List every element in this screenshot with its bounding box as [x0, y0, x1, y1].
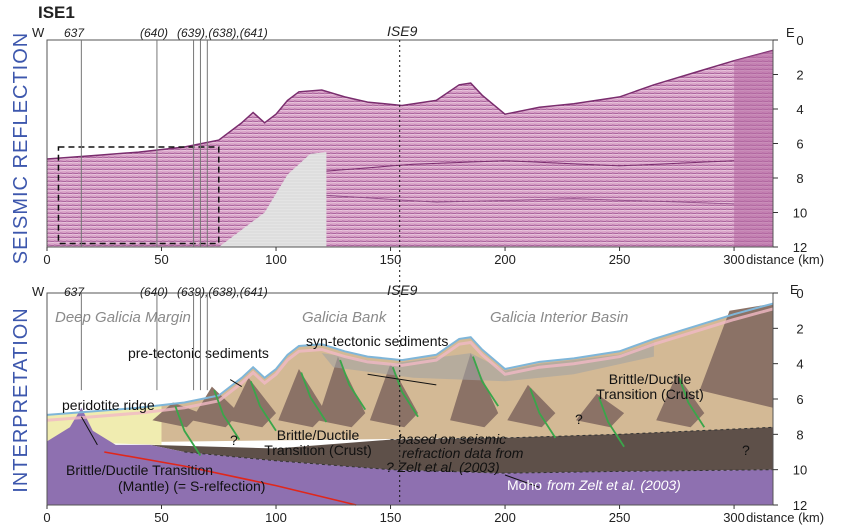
x-tick-label: 200	[494, 510, 516, 525]
profile-label: ISE9	[387, 282, 418, 298]
well-label: 637	[64, 26, 85, 40]
annotation: Moho	[507, 477, 542, 493]
x-tick-label: 250	[609, 510, 631, 525]
west-label: W	[32, 25, 45, 40]
x-tick-label: 300	[723, 252, 745, 267]
y-tick-label: 6	[796, 392, 803, 407]
region-label: Galicia Bank	[302, 309, 388, 326]
y-tick-label: 4	[796, 102, 803, 117]
y-tick-label: 10	[793, 206, 807, 221]
annotation: peridotite ridge	[62, 397, 155, 413]
annotation: syn-tectonic sediments	[306, 333, 448, 349]
annotation: ?	[575, 411, 583, 427]
x-tick-label: 250	[609, 252, 631, 267]
annotation: pre-tectonic sediments	[128, 345, 269, 361]
y-tick-label: 6	[796, 137, 803, 152]
x-tick-label: 300	[723, 510, 745, 525]
x-axis-label: distance (km)	[746, 252, 824, 267]
annotation: from Zelt et al. (2003)	[547, 477, 681, 493]
annotation: Brittle/Ductile	[277, 427, 360, 443]
region-label: Deep Galicia Margin	[55, 309, 191, 326]
x-tick-label: 150	[380, 252, 402, 267]
west-label: W	[32, 284, 45, 299]
y-tick-label: 8	[796, 427, 803, 442]
x-tick-label: 100	[265, 252, 287, 267]
y-tick-label: 0	[796, 286, 803, 301]
y-tick-label: 2	[796, 68, 803, 83]
x-tick-label: 50	[154, 252, 168, 267]
figure: ISE1 W E 637 (640) (639),(638),(641) ISE…	[0, 0, 843, 529]
y-tick-label: 2	[796, 321, 803, 336]
x-tick-label: 100	[265, 510, 287, 525]
x-tick-label: 0	[43, 252, 50, 267]
profile-label: ISE9	[387, 23, 418, 39]
y-tick-label: 0	[796, 33, 803, 48]
y-tick-label: 12	[793, 240, 807, 255]
east-label: E	[786, 25, 795, 40]
x-tick-label: 150	[380, 510, 402, 525]
annotation: ? Zelt et al. (2003)	[386, 459, 500, 475]
well-label: (640)	[140, 285, 168, 299]
y-tick-label: 8	[796, 171, 803, 186]
x-tick-label: 200	[494, 252, 516, 267]
annotation: Brittle/Ductile Transition	[66, 462, 213, 478]
annotation: Transition (Crust)	[596, 386, 704, 402]
annotation: Brittle/Ductile	[609, 371, 692, 387]
panel-label: SEISMIC REFLECTION	[10, 32, 32, 264]
well-label: (640)	[140, 26, 168, 40]
dense-zone	[734, 50, 773, 247]
well-label: (639),(638),(641)	[177, 285, 268, 299]
x-tick-label: 0	[43, 510, 50, 525]
region-label: Galicia Interior Basin	[490, 309, 628, 326]
annotation: ?	[742, 442, 750, 458]
panel-label: INTERPRETATION	[10, 307, 32, 492]
figure-title: ISE1	[38, 3, 75, 22]
annotation: ?	[230, 432, 238, 448]
x-tick-label: 50	[154, 510, 168, 525]
annotation: (Mantle) (= S-relfection)	[118, 478, 265, 494]
y-tick-label: 4	[796, 357, 803, 372]
well-label: (639),(638),(641)	[177, 26, 268, 40]
annotation: Transition (Crust)	[264, 442, 372, 458]
x-axis-label: distance (km)	[746, 510, 824, 525]
y-tick-label: 10	[793, 463, 807, 478]
y-tick-label: 12	[793, 498, 807, 513]
seismic-section	[47, 50, 773, 247]
well-label: 637	[64, 285, 85, 299]
